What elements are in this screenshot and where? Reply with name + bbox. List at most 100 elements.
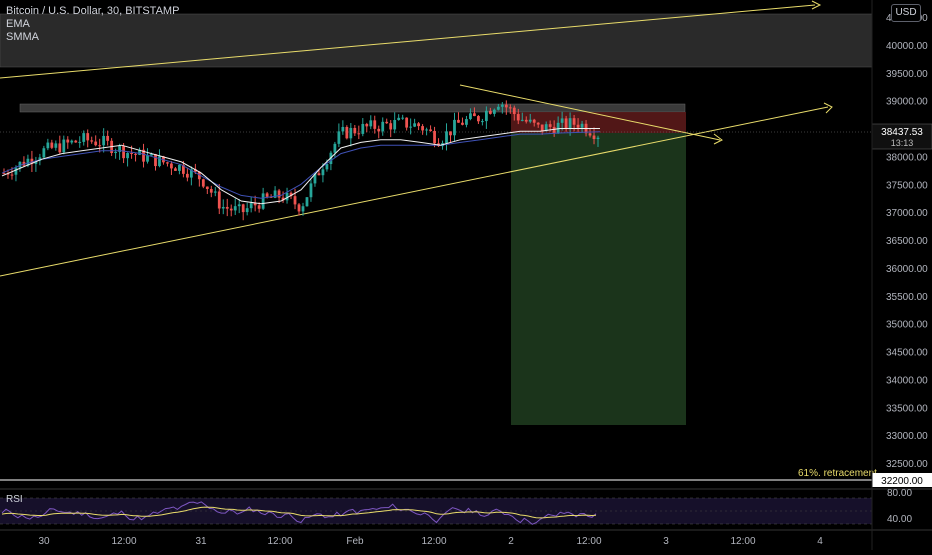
candle-body <box>249 203 253 209</box>
candle-body <box>560 118 564 123</box>
candle-body <box>540 124 544 132</box>
candle-body <box>237 204 241 207</box>
candle-body <box>457 119 460 123</box>
candle-body <box>18 161 22 168</box>
candle-body <box>353 127 357 134</box>
candle-body <box>158 156 161 167</box>
candle-body <box>66 139 70 143</box>
candle-body <box>552 126 556 134</box>
candle-body <box>265 193 269 197</box>
upper-channel-arrow <box>811 0 822 10</box>
candle-body <box>516 114 520 121</box>
candle-body <box>449 131 452 136</box>
rsi-label[interactable]: RSI <box>6 494 23 505</box>
candle-body <box>178 164 181 171</box>
candle-body <box>465 119 468 125</box>
rsi-tick-40: 40.00 <box>887 514 912 525</box>
time-tick: 12:00 <box>421 536 446 547</box>
candle-body <box>70 140 74 143</box>
candle-body <box>445 131 448 144</box>
candle-body <box>229 208 233 211</box>
candle-body <box>225 206 229 209</box>
currency-button[interactable]: USD <box>891 4 921 22</box>
price-tick: 32500.00 <box>886 459 928 470</box>
candle-body <box>492 109 496 114</box>
candle-body <box>174 168 177 171</box>
candle-body <box>257 205 261 209</box>
candle-body <box>381 121 385 132</box>
candle-body <box>305 197 309 207</box>
ascending-support-line[interactable] <box>0 106 829 277</box>
candle-body <box>297 204 301 212</box>
candles-group <box>2 100 600 221</box>
candle-body <box>389 123 393 130</box>
time-axis[interactable]: 30 12:00 31 12:00 Feb 12:00 2 12:00 3 12:00 4 <box>38 536 823 547</box>
candle-body <box>596 137 600 140</box>
candle-body <box>98 145 102 147</box>
candle-body <box>170 163 173 169</box>
candle-body <box>74 140 78 143</box>
price-tick: 34000.00 <box>886 375 928 386</box>
target-zone[interactable] <box>511 133 686 425</box>
price-tick: 36500.00 <box>886 236 928 247</box>
candle-body <box>126 153 129 159</box>
candle-body <box>197 171 201 180</box>
candle-body <box>2 173 6 175</box>
candle-body <box>269 196 273 198</box>
candle-body <box>461 122 464 125</box>
candle-body <box>130 153 133 155</box>
retracement-label[interactable]: 61%. retracement <box>798 468 877 479</box>
smma-indicator-label[interactable]: SMMA <box>6 31 39 43</box>
price-tick: 37000.00 <box>886 208 928 219</box>
candle-body <box>532 119 536 123</box>
candle-body <box>321 169 325 176</box>
candle-body <box>469 113 472 120</box>
candle-body <box>409 126 413 128</box>
stop-loss-zone[interactable] <box>511 112 686 133</box>
price-tick: 35000.00 <box>886 320 928 331</box>
candle-body <box>337 131 341 144</box>
current-price-tag[interactable]: 38437.53 13:13 <box>871 123 932 150</box>
candle-body <box>576 124 580 128</box>
ema-indicator-label[interactable]: EMA <box>6 18 30 30</box>
candle-body <box>433 130 436 144</box>
symbol-title[interactable]: Bitcoin / U.S. Dollar, 30, BITSTAMP <box>6 5 180 17</box>
candle-body <box>429 129 432 131</box>
candle-body <box>138 149 141 155</box>
price-axis[interactable]: 40500.0040000.0039500.0039000.0038500.00… <box>886 13 928 470</box>
candle-body <box>241 204 245 213</box>
candle-body <box>245 208 249 213</box>
candle-body <box>102 135 106 146</box>
price-tick: 40000.00 <box>886 41 928 52</box>
candle-body <box>580 123 584 128</box>
level-tag[interactable]: 32200.00 <box>872 473 932 487</box>
candle-body <box>592 135 596 140</box>
upper-zone[interactable] <box>0 13 873 68</box>
price-tick: 39000.00 <box>886 97 928 108</box>
candle-body <box>301 206 305 212</box>
time-tick: 12:00 <box>111 536 136 547</box>
rsi-tick-80: 80.00 <box>887 488 912 499</box>
candle-body <box>253 203 257 206</box>
price-tick: 33500.00 <box>886 403 928 414</box>
resistance-box[interactable] <box>19 103 686 113</box>
candle-body <box>134 153 137 155</box>
candle-body <box>397 117 401 120</box>
candle-body <box>154 154 157 167</box>
descending-trendline[interactable] <box>459 84 721 141</box>
time-tick: 12:00 <box>730 536 755 547</box>
candle-body <box>357 133 361 135</box>
candle-body <box>393 119 397 130</box>
candle-body <box>114 151 118 153</box>
candle-body <box>221 206 225 209</box>
ascending-arrow <box>823 102 833 114</box>
candle-body <box>213 191 217 193</box>
candle-body <box>150 154 153 156</box>
candle-body <box>189 169 193 178</box>
candle-body <box>122 146 125 159</box>
candle-body <box>78 141 82 143</box>
upper-channel-line[interactable] <box>0 4 816 79</box>
time-tick: 4 <box>817 536 823 547</box>
